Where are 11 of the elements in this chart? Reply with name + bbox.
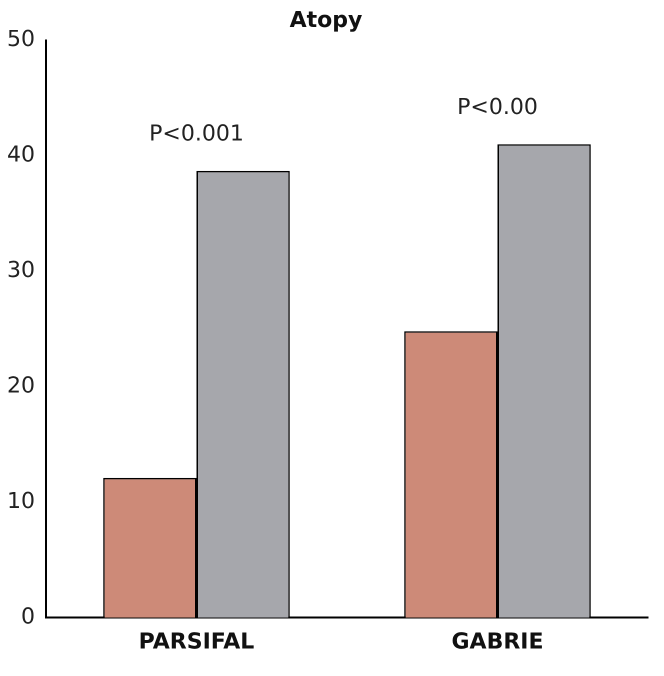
y-tick-label: 50 bbox=[6, 27, 35, 52]
y-tick-label: 30 bbox=[6, 258, 35, 283]
y-tick-label: 20 bbox=[6, 373, 35, 398]
y-tick-label: 0 bbox=[20, 604, 35, 630]
y-tick-label: 10 bbox=[6, 488, 35, 514]
annotation: P<0.00 bbox=[457, 95, 538, 120]
annotation: P<0.001 bbox=[149, 122, 244, 147]
chart-title: Atopy bbox=[290, 8, 362, 33]
x-tick-label: GABRIE bbox=[451, 630, 544, 655]
x-tick-label: PARSIFAL bbox=[138, 630, 254, 655]
y-tick-label: 40 bbox=[6, 142, 35, 168]
